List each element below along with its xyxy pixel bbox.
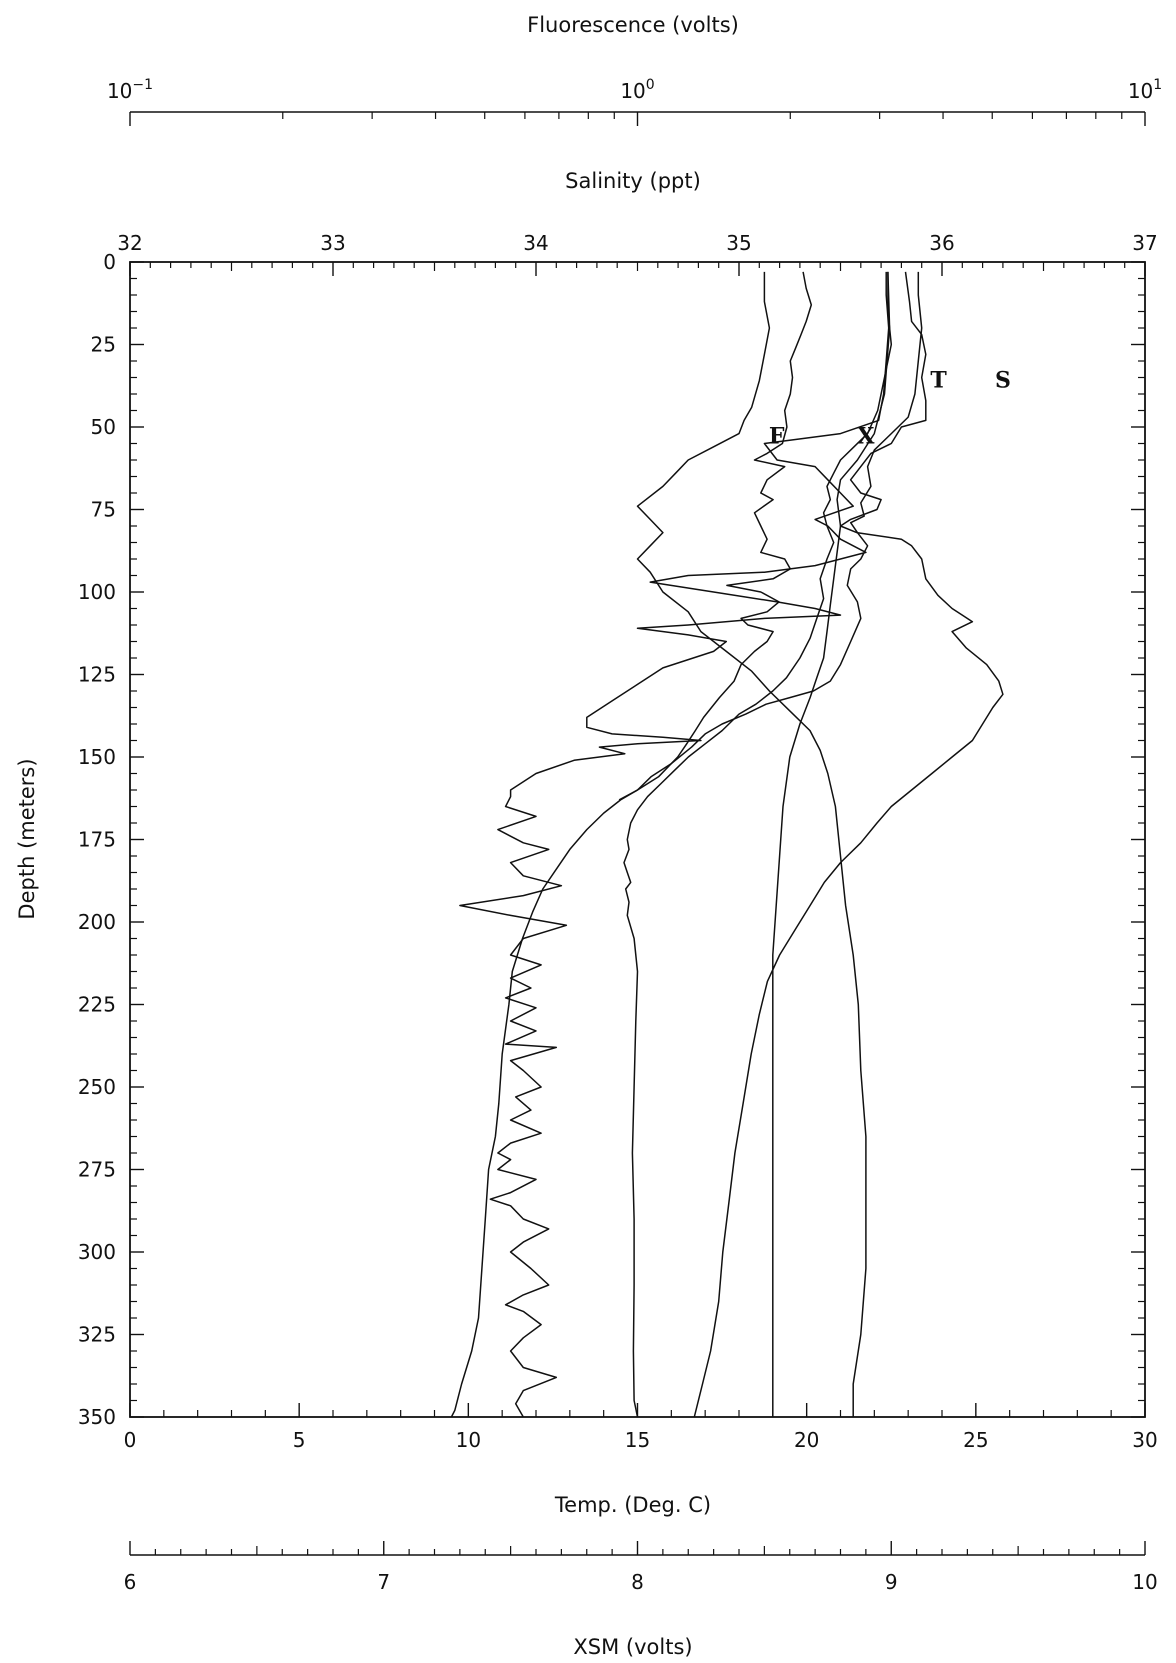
salinity-axis-title: Salinity (ppt) <box>565 169 701 193</box>
series-label-x: X <box>857 424 875 450</box>
series-line-s <box>693 271 1004 1418</box>
fluorescence-tick-label: 100 <box>620 77 654 103</box>
depth-tick-label: 175 <box>78 828 116 852</box>
depth-tick-label: 200 <box>78 910 116 934</box>
temp-tick-label: 0 <box>124 1428 137 1452</box>
axis-ticks <box>129 112 1146 1555</box>
depth-tick-label: 300 <box>78 1240 116 1264</box>
depth-tick-label: 25 <box>91 333 116 357</box>
fluorescence-axis-title: Fluorescence (volts) <box>527 13 739 37</box>
temp-tick-label: 5 <box>293 1428 306 1452</box>
depth-tick-label: 0 <box>103 250 116 274</box>
fluorescence-tick-label: 10−1 <box>107 77 153 103</box>
xsm-tick-label: 6 <box>124 1570 137 1594</box>
depth-axis-title: Depth (meters) <box>15 758 39 919</box>
series-line-f <box>618 271 813 801</box>
temp-tick-label: 15 <box>625 1428 650 1452</box>
fluorescence-tick-label: 101 <box>1128 77 1162 103</box>
series-line-x <box>459 271 890 1418</box>
xsm-tick-label: 7 <box>377 1570 390 1594</box>
series-lines <box>450 271 1004 1418</box>
depth-tick-label: 75 <box>91 498 116 522</box>
series-line-t <box>450 271 923 1418</box>
depth-tick-label: 250 <box>78 1075 116 1099</box>
temp-tick-label: 10 <box>456 1428 481 1452</box>
temp-tick-label: 30 <box>1132 1428 1157 1452</box>
depth-tick-label: 125 <box>78 663 116 687</box>
depth-tick-label: 325 <box>78 1323 116 1347</box>
depth-tick-label: 50 <box>91 415 116 439</box>
xsm-tick-label: 10 <box>1132 1570 1157 1594</box>
xsm-axis-title: XSM (volts) <box>573 1635 692 1659</box>
axis-tick-labels: 0255075100125150175200225250275300325350… <box>78 77 1162 1594</box>
series-line-profile-6 <box>772 271 891 1417</box>
depth-tick-label: 275 <box>78 1158 116 1182</box>
salinity-tick-label: 36 <box>929 231 954 255</box>
plot-frame <box>129 261 1146 1418</box>
series-label-s: S <box>995 367 1011 393</box>
series-label-f: F <box>769 424 785 450</box>
salinity-tick-label: 32 <box>117 231 142 255</box>
temp-axis-title: Temp. (Deg. C) <box>554 1493 711 1517</box>
depth-tick-label: 100 <box>78 580 116 604</box>
xsm-tick-label: 8 <box>631 1570 644 1594</box>
series-line-profile-5 <box>623 271 893 1418</box>
depth-tick-label: 225 <box>78 993 116 1017</box>
temp-tick-label: 25 <box>963 1428 988 1452</box>
temp-tick-label: 20 <box>794 1428 819 1452</box>
series-labels: T S F X <box>769 367 1011 449</box>
series-label-t: T <box>930 367 947 393</box>
salinity-tick-label: 33 <box>320 231 345 255</box>
salinity-tick-label: 37 <box>1132 231 1157 255</box>
depth-tick-label: 350 <box>78 1405 116 1429</box>
salinity-tick-label: 35 <box>726 231 751 255</box>
xsm-tick-label: 9 <box>885 1570 898 1594</box>
salinity-tick-label: 34 <box>523 231 548 255</box>
depth-tick-label: 150 <box>78 745 116 769</box>
series-line-profile-4 <box>636 271 867 1417</box>
